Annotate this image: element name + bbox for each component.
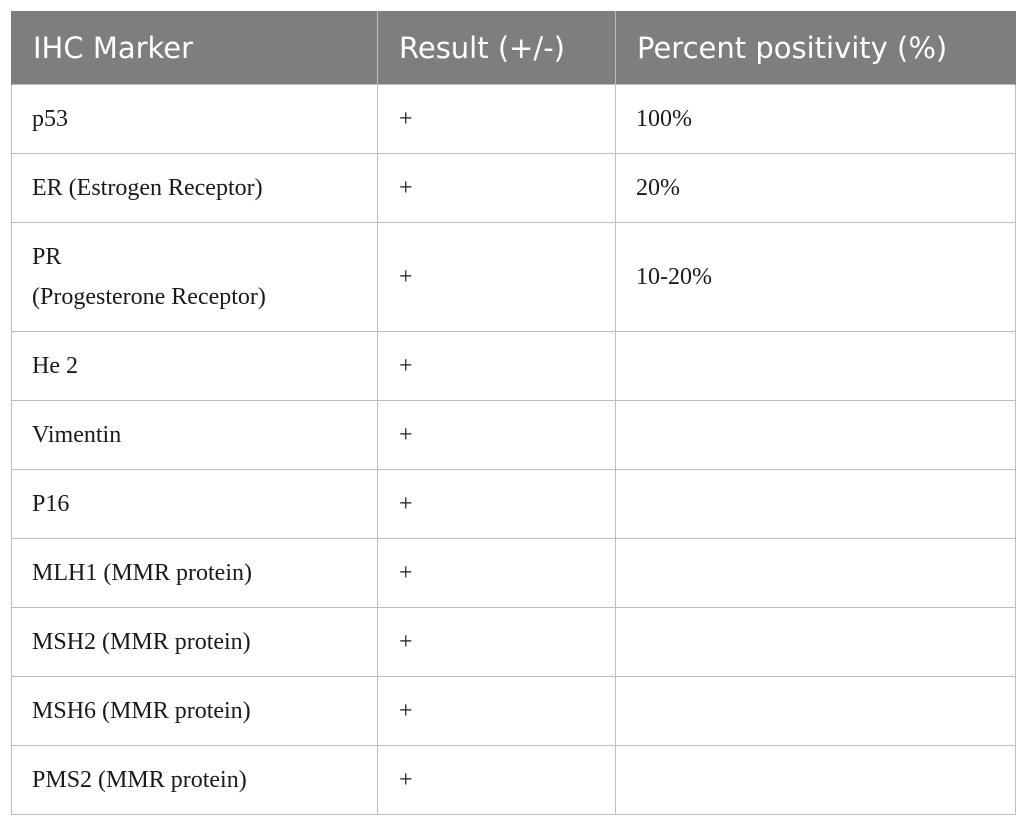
percent-cell: [615, 745, 1016, 815]
table-row: MSH6 (MMR protein) +: [11, 676, 1016, 746]
percent-cell: [615, 607, 1016, 677]
header-ihc-marker: IHC Marker: [11, 11, 378, 85]
result-cell: +: [377, 400, 616, 470]
marker-cell: Vimentin: [11, 400, 378, 470]
result-cell: +: [377, 538, 616, 608]
result-cell: +: [377, 676, 616, 746]
percent-cell: 100%: [615, 84, 1016, 154]
percent-cell: [615, 676, 1016, 746]
table-row: MSH2 (MMR protein) +: [11, 607, 1016, 677]
table-row: He 2 +: [11, 331, 1016, 401]
marker-cell: He 2: [11, 331, 378, 401]
result-cell: +: [377, 84, 616, 154]
table-row: P16 +: [11, 469, 1016, 539]
header-percent-positivity: Percent positivity (%): [615, 11, 1016, 85]
table-body: p53 + 100% ER (Estrogen Receptor) + 20% …: [11, 84, 1016, 815]
result-cell: +: [377, 469, 616, 539]
marker-line-2: (Progesterone Receptor): [32, 284, 266, 310]
table-row: ER (Estrogen Receptor) + 20%: [11, 153, 1016, 223]
table-row: MLH1 (MMR protein) +: [11, 538, 1016, 608]
table-row: PR (Progesterone Receptor) + 10-20%: [11, 222, 1016, 332]
marker-line-1: PR: [32, 244, 62, 270]
header-row: IHC Marker Result (+/-) Percent positivi…: [11, 11, 1016, 85]
table-row: Vimentin +: [11, 400, 1016, 470]
result-cell: +: [377, 222, 616, 332]
marker-cell: p53: [11, 84, 378, 154]
marker-cell: P16: [11, 469, 378, 539]
percent-cell: 20%: [615, 153, 1016, 223]
result-cell: +: [377, 331, 616, 401]
ihc-results-table: IHC Marker Result (+/-) Percent positivi…: [11, 11, 1016, 815]
percent-cell: 10-20%: [615, 222, 1016, 332]
table-row: p53 + 100%: [11, 84, 1016, 154]
marker-cell: MSH2 (MMR protein): [11, 607, 378, 677]
result-cell: +: [377, 745, 616, 815]
marker-cell: PMS2 (MMR protein): [11, 745, 378, 815]
table-header: IHC Marker Result (+/-) Percent positivi…: [11, 11, 1016, 85]
table-row: PMS2 (MMR protein) +: [11, 745, 1016, 815]
percent-cell: [615, 400, 1016, 470]
result-cell: +: [377, 153, 616, 223]
marker-cell: ER (Estrogen Receptor): [11, 153, 378, 223]
result-cell: +: [377, 607, 616, 677]
percent-cell: [615, 331, 1016, 401]
percent-cell: [615, 469, 1016, 539]
percent-cell: [615, 538, 1016, 608]
marker-cell: MLH1 (MMR protein): [11, 538, 378, 608]
header-result: Result (+/-): [377, 11, 616, 85]
marker-cell: PR (Progesterone Receptor): [11, 222, 378, 332]
marker-cell: MSH6 (MMR protein): [11, 676, 378, 746]
